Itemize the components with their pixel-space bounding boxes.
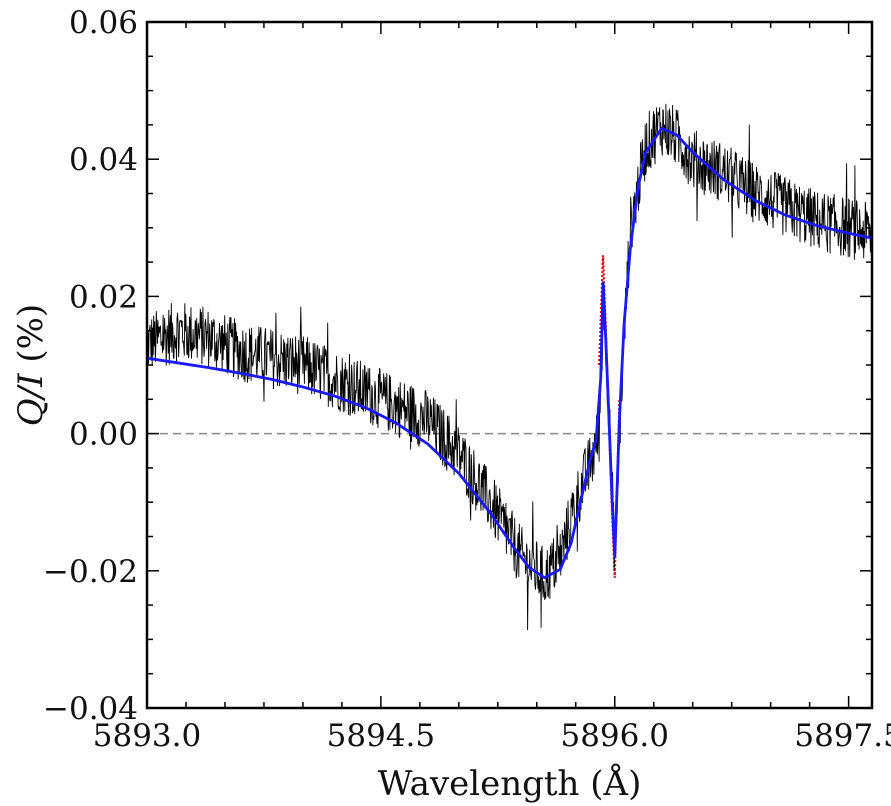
x-tick-label: 5894.5 — [327, 718, 435, 754]
observed-series — [146, 103, 873, 631]
y-tick-label: −0.02 — [43, 554, 138, 590]
x-tick-label: 5897.5 — [794, 718, 891, 754]
observed-line — [146, 103, 873, 631]
x-tick-label: 5893.0 — [93, 718, 201, 754]
ticks — [146, 21, 872, 709]
y-tick-label: 0.06 — [69, 5, 138, 41]
y-axis-symbol: Q/I — [11, 373, 51, 426]
y-tick-label: −0.04 — [43, 691, 138, 727]
x-tick-label: 5896.0 — [560, 718, 668, 754]
fit-series — [146, 126, 873, 580]
x-axis-title: Wavelength (Å) — [378, 763, 642, 804]
y-tick-label: 0.02 — [69, 279, 138, 315]
y-axis-title: Q/I (%) — [11, 304, 51, 426]
x-tick-labels: 5893.0 5894.5 5896.0 5897.5 — [93, 718, 891, 754]
fit-line — [146, 126, 873, 580]
plot-frame — [145, 20, 874, 710]
y-tick-labels: −0.04 −0.02 0.00 0.02 0.04 0.06 — [43, 5, 138, 727]
y-axis-unit: (%) — [11, 304, 51, 363]
y-tick-label: 0.04 — [69, 142, 138, 178]
y-tick-label: 0.00 — [69, 417, 138, 453]
